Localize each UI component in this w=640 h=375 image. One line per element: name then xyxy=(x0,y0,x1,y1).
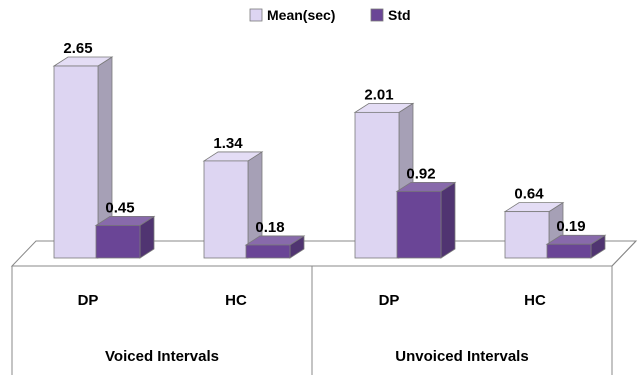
bar-mean-0 xyxy=(52,56,114,259)
bar-std-1 xyxy=(244,235,306,259)
group-label: Voiced Intervals xyxy=(105,348,219,365)
bar-mean-1 xyxy=(202,151,264,259)
bar-side xyxy=(440,181,456,259)
group-label: Unvoiced Intervals xyxy=(395,348,528,365)
legend-label: Mean(sec) xyxy=(267,7,335,23)
bars: 2.65 0.45 1.34 0.18 2.01 0.92 0.64 0.19 xyxy=(52,40,607,259)
table-line xyxy=(611,240,637,267)
bar-front xyxy=(203,160,249,259)
data-label: 1.34 xyxy=(213,135,243,152)
bar-front xyxy=(354,111,400,259)
bar-front xyxy=(396,190,442,259)
bar-front xyxy=(95,224,141,259)
category-label: DP xyxy=(379,292,400,309)
bar-std-2 xyxy=(395,181,457,259)
bar-front xyxy=(245,244,291,259)
data-label: 0.18 xyxy=(255,219,284,236)
data-label: 0.19 xyxy=(556,218,585,235)
bar-front xyxy=(546,243,592,259)
bar-front xyxy=(53,65,99,259)
legend: Mean(sec) Std xyxy=(249,7,411,23)
data-label: 2.01 xyxy=(364,86,393,103)
category-label: DP xyxy=(78,292,99,309)
legend-label: Std xyxy=(388,7,411,23)
bar-std-0 xyxy=(94,215,156,259)
data-label: 0.45 xyxy=(105,199,134,216)
legend-item: Std xyxy=(370,7,411,23)
bar-front xyxy=(504,211,550,259)
category-label: HC xyxy=(225,292,247,309)
data-label: 2.65 xyxy=(63,40,92,57)
category-label: HC xyxy=(524,292,546,309)
legend-swatch xyxy=(249,8,263,22)
data-label: 0.92 xyxy=(406,165,435,182)
legend-item: Mean(sec) xyxy=(249,7,335,23)
data-label: 0.64 xyxy=(514,186,544,203)
bar-std-3 xyxy=(545,234,607,259)
legend-swatch xyxy=(370,8,384,22)
category-table: DP HC DP HC Voiced Intervals Unvoiced Interva… xyxy=(11,240,637,375)
